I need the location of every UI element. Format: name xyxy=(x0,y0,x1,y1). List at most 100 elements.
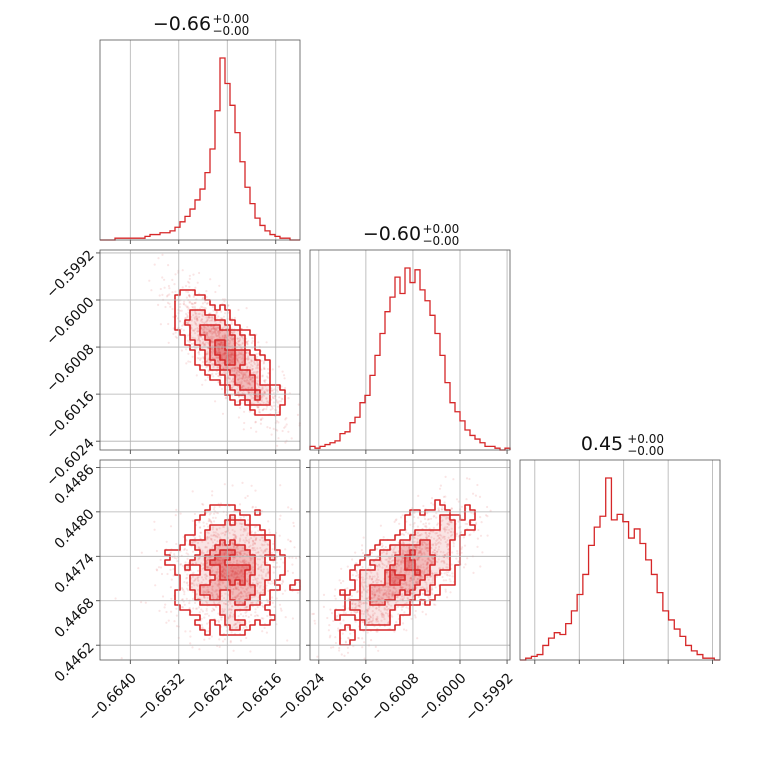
sample-point xyxy=(369,566,372,569)
sample-point xyxy=(316,655,319,658)
sample-point xyxy=(250,341,253,345)
sample-point xyxy=(229,355,232,358)
sample-point xyxy=(441,575,444,579)
sample-point xyxy=(432,526,435,530)
sample-point xyxy=(242,361,245,365)
sample-point xyxy=(443,501,446,504)
sample-point xyxy=(195,374,198,377)
sample-point xyxy=(230,368,233,371)
sample-point xyxy=(457,520,460,523)
sample-point xyxy=(210,351,213,354)
sample-point xyxy=(232,381,235,384)
sample-point xyxy=(228,585,232,588)
sample-point xyxy=(229,640,232,643)
sample-point xyxy=(232,376,235,380)
sample-point xyxy=(205,352,208,355)
sample-point xyxy=(432,503,435,506)
sample-point xyxy=(232,378,235,381)
sample-point xyxy=(201,364,204,367)
y-tick-label: −0.6000 xyxy=(43,294,97,348)
sample-point xyxy=(197,338,200,341)
sample-point xyxy=(168,293,171,296)
sample-point xyxy=(235,535,238,538)
sample-point xyxy=(246,365,249,368)
sample-point xyxy=(342,610,345,613)
sample-point xyxy=(225,396,228,399)
sample-point xyxy=(237,395,241,399)
sample-point xyxy=(215,328,218,331)
sample-point xyxy=(246,400,249,403)
sample-point xyxy=(201,306,204,309)
sample-point xyxy=(196,569,200,572)
sample-point xyxy=(416,637,419,640)
sample-point xyxy=(246,494,249,498)
sample-point xyxy=(260,617,263,620)
sample-point xyxy=(219,344,222,347)
sample-point xyxy=(228,350,231,353)
sample-point xyxy=(247,381,250,385)
sample-point xyxy=(198,357,201,360)
sample-point xyxy=(256,370,259,374)
sample-point xyxy=(250,363,253,366)
sample-point xyxy=(264,378,267,382)
sample-point xyxy=(257,364,260,367)
sample-point xyxy=(193,301,196,305)
sample-point xyxy=(250,360,253,363)
sample-point xyxy=(206,612,209,615)
sample-point xyxy=(254,611,257,614)
sample-point xyxy=(220,387,224,391)
sample-point xyxy=(218,351,222,354)
sample-point xyxy=(233,573,236,577)
sample-point xyxy=(322,593,326,597)
sample-point xyxy=(170,578,173,581)
sample-point xyxy=(210,327,213,331)
sample-point xyxy=(167,341,170,344)
sample-point xyxy=(419,520,422,523)
sample-point xyxy=(232,337,235,340)
sample-point xyxy=(245,594,248,598)
sample-point xyxy=(236,366,239,369)
sample-point xyxy=(171,307,174,311)
sample-point xyxy=(224,372,227,375)
sample-point xyxy=(398,522,401,525)
sample-point xyxy=(180,327,183,331)
sample-point xyxy=(165,610,168,614)
sample-point xyxy=(251,372,254,375)
sample-point xyxy=(255,405,258,408)
sample-point xyxy=(252,376,255,379)
sample-point xyxy=(445,571,448,574)
sample-point xyxy=(233,623,236,626)
sample-point xyxy=(206,335,209,338)
sample-point xyxy=(248,620,251,623)
sample-point xyxy=(284,441,287,444)
sample-point xyxy=(361,544,364,547)
sample-point xyxy=(228,354,231,357)
sample-point xyxy=(194,337,197,340)
sample-point xyxy=(187,311,190,314)
sample-point xyxy=(435,516,438,519)
sample-point xyxy=(223,638,226,641)
sample-point xyxy=(187,352,190,355)
sample-point xyxy=(435,575,438,578)
sample-point xyxy=(195,314,198,318)
sample-point xyxy=(232,624,235,627)
x-tick-label: −0.6000 xyxy=(415,670,469,724)
sample-point xyxy=(451,575,454,578)
sample-point xyxy=(280,609,283,612)
sample-point xyxy=(209,329,212,333)
sample-point xyxy=(209,278,212,281)
sample-point xyxy=(246,578,249,581)
histogram-panel-2-frame xyxy=(519,459,721,661)
sample-point xyxy=(210,316,213,319)
sample-point xyxy=(158,294,161,297)
sample-point xyxy=(237,340,240,343)
sample-point xyxy=(238,337,241,340)
sample-point xyxy=(175,607,178,610)
sample-point xyxy=(189,630,192,633)
sample-point xyxy=(435,511,438,515)
sample-point xyxy=(422,504,425,508)
sample-point xyxy=(242,374,245,377)
sample-point xyxy=(238,371,241,374)
sample-point xyxy=(212,330,215,334)
sample-point xyxy=(256,375,259,378)
